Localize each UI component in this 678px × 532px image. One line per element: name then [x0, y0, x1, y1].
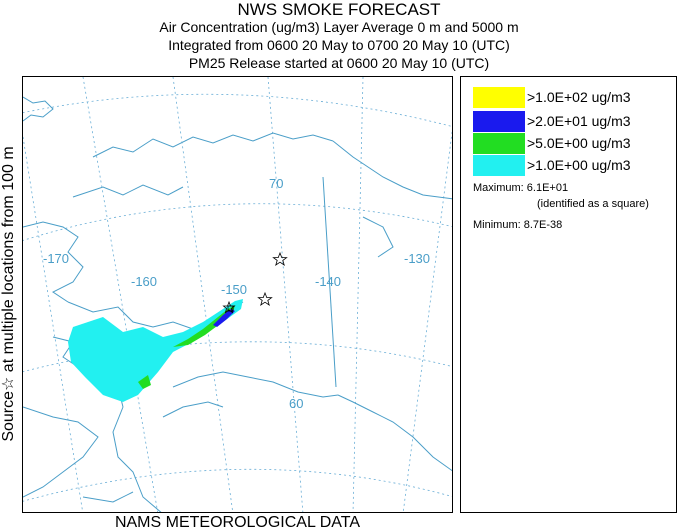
- map-panel[interactable]: -170 -160 -150 -140 -130 70 60: [22, 76, 453, 513]
- legend-swatch-level-4: [473, 155, 525, 176]
- plume-level-3: [173, 305, 235, 347]
- met-data-label: NAMS METEOROLOGICAL DATA: [114, 514, 361, 531]
- legend-label-level-3: >5.0E+00 ug/m3: [527, 135, 631, 151]
- forecast-title: NWS SMOKE FORECAST: [237, 0, 441, 19]
- plume-level-4: [68, 299, 243, 402]
- maximum-note: (identified as a square): [537, 198, 649, 210]
- lon-label: -140: [315, 274, 341, 289]
- concentration-subtitle: Air Concentration (ug/m3) Layer Average …: [159, 19, 519, 35]
- source-star-icon: [272, 251, 288, 266]
- maximum-label: Maximum: 6.1E+01: [473, 182, 569, 194]
- graticule-labels: -170 -160 -150 -140 -130 70 60: [43, 176, 430, 411]
- legend-label-level-2: >2.0E+01 ug/m3: [527, 113, 631, 129]
- legend-panel: >1.0E+02 ug/m3 >2.0E+01 ug/m3 >5.0E+00 u…: [460, 76, 677, 513]
- smoke-plume: [68, 299, 243, 402]
- legend-label-level-1: >1.0E+02 ug/m3: [527, 89, 631, 105]
- legend-swatch-level-2: [473, 111, 525, 132]
- source-star-icon: [222, 300, 236, 314]
- release-start: PM25 Release started at 0600 20 May 10 (…: [188, 55, 490, 71]
- lon-label: -160: [131, 274, 157, 289]
- integration-period: Integrated from 0600 20 May to 0700 20 M…: [168, 37, 510, 53]
- minimum-label: Minimum: 8.7E-38: [473, 219, 563, 231]
- legend-swatch-level-1: [473, 87, 525, 108]
- plume-level-2: [213, 309, 235, 327]
- legend-swatch-level-3: [473, 133, 525, 154]
- lat-label: 60: [289, 396, 303, 411]
- plume-level-3b: [138, 375, 151, 389]
- lon-label: -170: [43, 251, 69, 266]
- lon-label: -150: [221, 282, 247, 297]
- source-star-icon: [257, 291, 273, 306]
- lat-label: 70: [269, 176, 283, 191]
- legend-label-level-4: >1.0E+00 ug/m3: [527, 157, 631, 173]
- lon-label: -130: [404, 251, 430, 266]
- source-side-label-text: Source☆ at multiple locations from 100 m: [0, 146, 17, 442]
- graticule: [23, 77, 452, 512]
- map-canvas: -170 -160 -150 -140 -130 70 60: [23, 77, 452, 512]
- source-markers: [222, 251, 288, 314]
